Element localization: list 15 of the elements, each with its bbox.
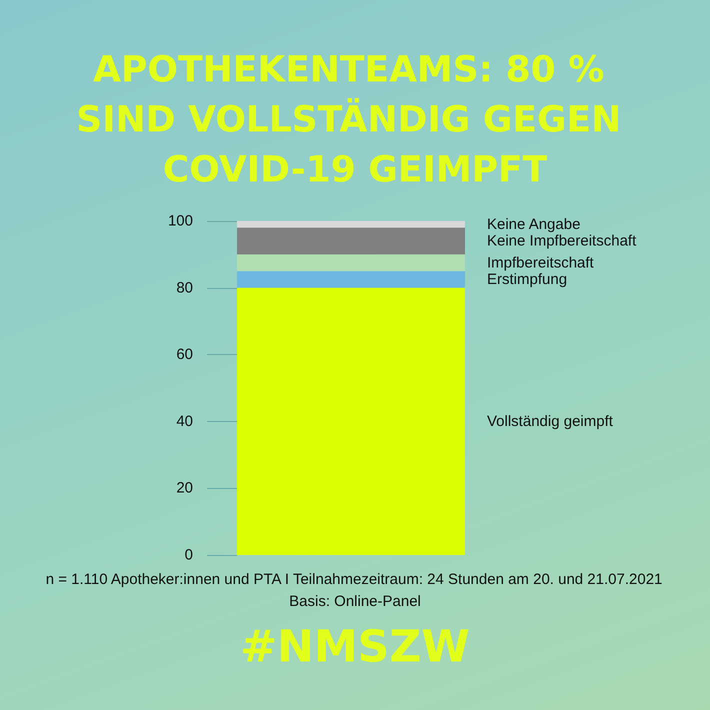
text: #NMSZW	[240, 622, 470, 672]
y-tick-label: 100	[168, 212, 193, 230]
series-label: Keine Impfbereitschaft	[487, 232, 638, 250]
y-tick-label: 40	[176, 412, 193, 430]
series-label: Erstimpfung	[487, 270, 568, 288]
y-tick-label: 60	[176, 346, 193, 364]
chart-title: APOTHEKENTEAMS: 80 % SIND VOLLSTÄNDIG GEGEN COVID-19 GEIMPFT	[76, 50, 634, 190]
series-label: Keine Angabe	[487, 216, 580, 233]
series-label: Impfbereitschaft	[487, 254, 595, 272]
y-tick-label: 0	[184, 546, 193, 564]
series-label: Vollständig geimpft	[487, 412, 614, 430]
y-tick-label: 20	[176, 480, 193, 497]
text: n = 1.110 Apotheker:innen und PTA I Teilnahmezeitraum: 24 Stunden am 20. und 21.07.2021	[46, 571, 662, 588]
y-tick-label: 80	[176, 279, 193, 296]
text: Basis: Online-Panel	[289, 593, 421, 610]
